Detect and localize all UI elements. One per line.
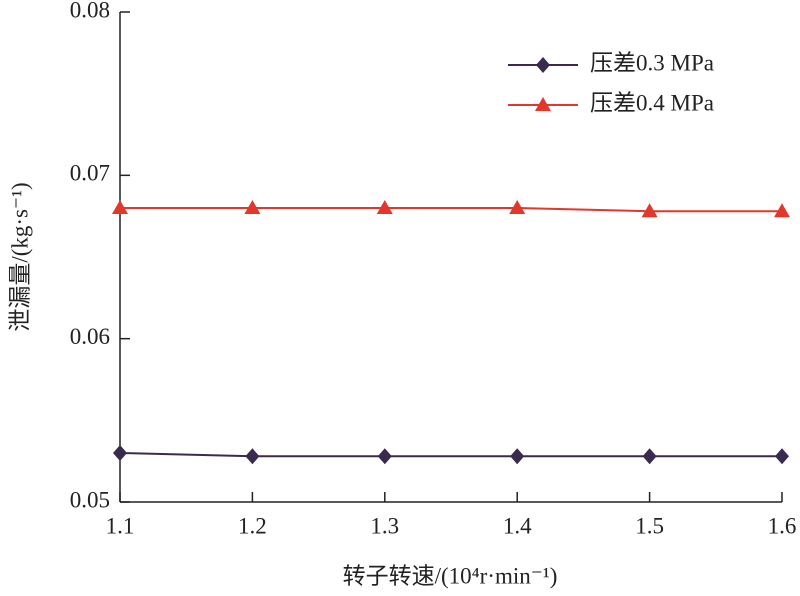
marker [112, 200, 128, 214]
x-tick-label: 1.4 [503, 513, 532, 538]
x-tick-label: 1.1 [106, 513, 135, 538]
legend-label: 压差0.4 MPa [590, 90, 714, 115]
legend-marker [535, 97, 551, 111]
series-line [119, 452, 782, 458]
marker [509, 200, 526, 214]
x-tick-label: 1.5 [635, 513, 664, 538]
marker [774, 203, 790, 218]
marker [510, 448, 525, 465]
y-tick-label: 0.07 [70, 161, 110, 186]
x-tick-label: 1.6 [768, 513, 797, 538]
marker [642, 448, 657, 465]
y-tick-label: 0.08 [70, 0, 110, 22]
marker [377, 448, 392, 465]
x-tick-label: 1.2 [238, 513, 267, 538]
y-axis-label: 泄漏量/(kg·s⁻¹) [7, 182, 32, 331]
marker [244, 200, 261, 214]
y-tick-label: 0.05 [70, 487, 110, 512]
x-tick-label: 1.3 [370, 513, 399, 538]
series-line [120, 207, 782, 213]
marker [245, 448, 260, 465]
legend-label: 压差0.3 MPa [590, 50, 714, 75]
marker [376, 200, 393, 214]
y-tick-label: 0.06 [70, 324, 110, 349]
legend-marker [536, 57, 550, 73]
marker [775, 448, 789, 465]
marker [113, 445, 127, 461]
marker [641, 203, 658, 218]
x-axis-label: 转子转速/(10⁴r·min⁻¹) [343, 563, 558, 588]
